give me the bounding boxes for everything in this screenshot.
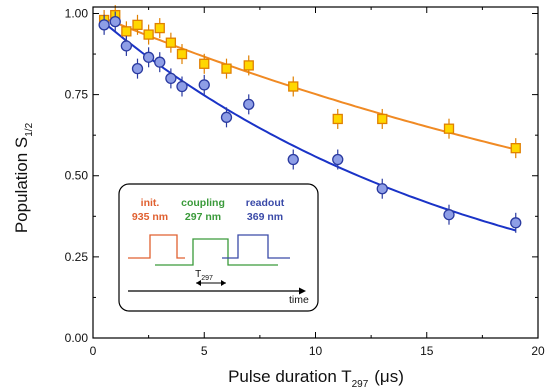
data-point-square (221, 63, 232, 74)
data-point-square (443, 123, 455, 134)
data-point-circle (220, 111, 233, 123)
x-axis-label-sub: 297 (352, 379, 369, 390)
pulse-wavelength: 935 nm (132, 211, 168, 223)
data-point-circle (243, 98, 255, 111)
x-axis-label-unit: (μs) (374, 367, 404, 386)
data-point-circle (131, 63, 144, 75)
readout-pulse-trace (222, 234, 290, 259)
pulse-wavelength: 297 nm (185, 211, 221, 223)
data-point-square (288, 81, 299, 92)
data-point-square (332, 113, 343, 125)
data-point-square (165, 37, 177, 48)
time-label: time (289, 294, 309, 306)
x-tick-label: 5 (201, 344, 208, 358)
data-point-circle (98, 19, 110, 31)
x-tick-label: 0 (90, 344, 97, 358)
pulse-name: init. (141, 197, 160, 209)
data-point-circle (154, 56, 166, 68)
data-point-circle (198, 79, 210, 91)
data-point-square (176, 48, 188, 60)
data-point-circle (120, 40, 133, 52)
inset-box (118, 183, 319, 312)
pulse-name: readout (246, 197, 285, 209)
data-point-circle (165, 72, 177, 85)
axes-layer: 0 5 10 15 20 0.00 0.25 0.50 0.75 1.00 (65, 6, 545, 358)
data-point-square (121, 26, 132, 37)
duration-arrowhead-left (196, 280, 201, 286)
y-tick-label: 0.00 (65, 331, 89, 345)
data-point-circle (376, 183, 388, 195)
data-point-square (143, 29, 154, 40)
data-point-circle (510, 217, 522, 229)
y-axis-label-sub: 1/2 (24, 122, 35, 136)
data-point-circle (443, 209, 455, 221)
pulse-wavelength: 369 nm (247, 211, 283, 223)
duration-arrowhead-right (221, 280, 226, 286)
x-tick-label: 15 (420, 344, 434, 358)
data-point-square (510, 143, 521, 154)
data-point-square (377, 113, 388, 125)
data-point-circle (142, 51, 155, 63)
x-axis-label: Pulse duration T297 (μs) (228, 367, 404, 390)
points-layer (98, 5, 522, 233)
x-tick-label: 10 (309, 344, 323, 358)
pulse-name: coupling (181, 197, 225, 209)
y-tick-label: 1.00 (65, 6, 89, 20)
data-point-square (199, 58, 210, 69)
data-point-square (243, 60, 254, 71)
data-point-circle (176, 80, 188, 93)
duration-label: T297 (195, 269, 213, 282)
time-axis-arrowhead (299, 287, 306, 295)
data-point-square (154, 22, 165, 34)
y-tick-label: 0.75 (65, 88, 89, 102)
y-axis-label: Population S1/2 (12, 122, 35, 233)
data-point-circle (287, 153, 299, 166)
y-axis-label-main: Population S (12, 137, 31, 233)
x-axis-label-main: Pulse duration T (228, 367, 351, 386)
init-pulse-trace (128, 234, 185, 259)
data-point-circle (109, 15, 121, 28)
data-point-circle (332, 153, 344, 166)
inset: init. 935 nm coupling 297 nm readout 369 nm T2… (118, 183, 319, 312)
x-tick-label: 20 (531, 344, 545, 358)
y-tick-label: 0.50 (65, 169, 89, 183)
y-tick-label: 0.25 (65, 250, 89, 264)
coupling-pulse-trace (155, 238, 278, 266)
data-point-square (132, 19, 143, 30)
